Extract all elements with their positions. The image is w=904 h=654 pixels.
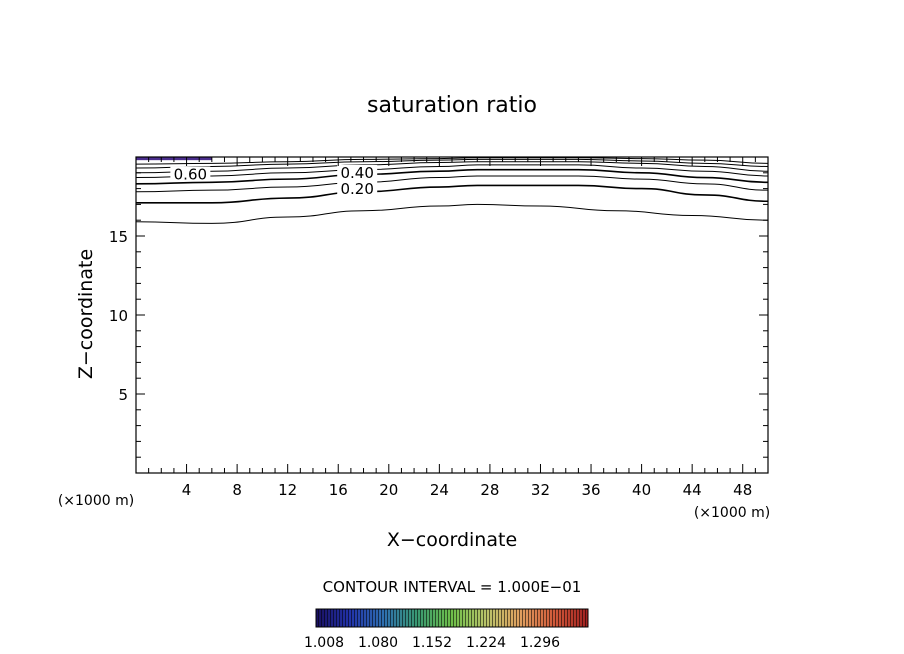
contour-line (135, 164, 769, 179)
x-tick-label: 32 (531, 481, 550, 499)
contour-line (135, 157, 769, 165)
x-tick-label: 12 (278, 481, 297, 499)
x-unit-label: (×1000 m) (694, 505, 770, 521)
x-tick-label: 8 (232, 481, 242, 499)
contour-label: 0.60 (174, 166, 207, 184)
x-tick-label: 36 (581, 481, 600, 499)
colorbar-label: 1.008 (304, 635, 344, 651)
x-tick-label: 40 (632, 481, 651, 499)
colorbar-label: 1.224 (466, 635, 506, 651)
contour-interval-text: CONTOUR INTERVAL = 1.000E−01 (323, 578, 582, 596)
colorbar-label: 1.296 (520, 635, 560, 651)
x-tick-label: 44 (683, 481, 702, 499)
contour-line (135, 161, 769, 174)
contour-label-bg (337, 180, 378, 196)
contour-line (135, 168, 769, 185)
z-unit-label: (×1000 m) (58, 493, 134, 509)
x-tick-label: 4 (182, 481, 192, 499)
y-tick-label: 5 (118, 386, 128, 404)
colorbar-frame (315, 608, 589, 628)
y-tick-label: 10 (109, 307, 128, 325)
contour-label: 0.20 (340, 180, 373, 198)
y-axis-label: Z−coordinate (75, 249, 97, 379)
x-tick-label: 16 (329, 481, 348, 499)
contour-label-bg (170, 166, 211, 182)
y-tick-label: 15 (109, 228, 128, 246)
x-tick-label: 24 (430, 481, 449, 499)
x-tick-label: 48 (733, 481, 752, 499)
chart-title: saturation ratio (367, 93, 537, 118)
colorbar-stripes (316, 609, 588, 627)
x-tick-label: 20 (379, 481, 398, 499)
contour-label-bg (337, 164, 378, 180)
colorbar: 1.008 1.080 1.152 1.224 1.296 (304, 608, 589, 651)
colorbar-label: 1.152 (412, 635, 452, 651)
contour-line (135, 203, 769, 224)
plot-frame (135, 156, 769, 474)
contour-line (135, 158, 769, 169)
x-tick-label: 28 (480, 481, 499, 499)
contour-label: 0.40 (340, 164, 373, 182)
contour-line (135, 184, 769, 204)
colorbar-label: 1.080 (358, 635, 398, 651)
x-axis-label: X−coordinate (387, 529, 517, 551)
contour-line (135, 175, 769, 193)
